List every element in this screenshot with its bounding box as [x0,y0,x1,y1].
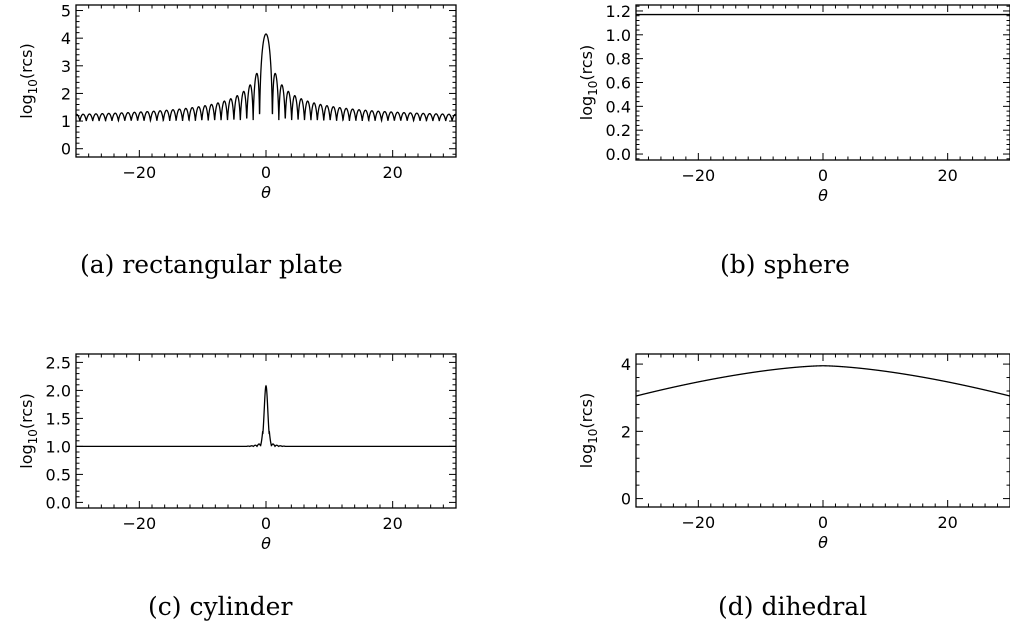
chart-1: −20 0 20 0.0 0.2 0.4 0.6 0.8 1.0 1.2 θ log10(rcs) [577,2,1010,205]
x-tick-label: 0 [818,166,828,185]
y-tick-label: 2.5 [46,353,71,372]
y-axis-label: log10(rcs) [577,393,600,469]
y-tick-label: 4 [621,355,631,374]
chart-3: −20 0 20 0 2 4 θ log10(rcs) [577,353,1010,552]
y-axis-label: log10(rcs) [17,43,40,119]
y-tick-label: 2 [61,84,71,103]
y-tick-label: 0.8 [606,50,631,69]
x-tick-label: 0 [261,163,271,182]
panel-caption: (c) cylinder [148,592,293,621]
y-axis-label: log10(rcs) [17,393,40,469]
y-tick-label: 0.5 [46,465,71,484]
x-axis-label: θ [261,183,271,202]
x-tick-label: −20 [681,166,715,185]
plot-frame [635,4,1010,161]
x-axis-label: θ [261,534,271,553]
x-tick-label: −20 [122,514,156,533]
y-tick-label: 1.5 [46,409,71,428]
panel-caption: (b) sphere [720,250,850,279]
y-tick-label: 5 [61,2,71,21]
series-line [636,365,1010,397]
x-tick-label: 20 [382,514,402,533]
y-tick-label: 0 [61,140,71,159]
x-axis-label: θ [818,186,828,205]
x-tick-label: −20 [681,513,715,532]
y-tick-label: 0.6 [606,74,631,93]
plot-frame [75,4,457,158]
y-tick-label: 0.4 [606,97,631,116]
y-tick-label: 1.0 [46,437,71,456]
series-line [76,384,456,448]
panel-caption: (d) dihedral [718,592,868,621]
y-tick-label: 2.0 [46,381,71,400]
x-tick-label: 20 [937,166,957,185]
x-axis-label: θ [818,533,828,552]
y-tick-label: 0.2 [606,121,631,140]
y-tick-label: 3 [61,57,71,76]
panel-caption: (a) rectangular plate [80,250,343,279]
x-tick-label: 20 [937,513,957,532]
plot-frame [75,353,457,509]
y-tick-label: 1.2 [606,2,631,21]
x-tick-label: 20 [382,163,402,182]
y-tick-label: 0 [621,490,631,509]
chart-0: −20 0 20 0 1 2 3 4 5 θ log10(rcs) [17,2,457,202]
y-tick-label: 0.0 [46,493,71,512]
plot-frame [635,353,1010,508]
y-tick-label: 0.0 [606,145,631,164]
x-tick-label: −20 [122,163,156,182]
x-tick-label: 0 [261,514,271,533]
y-tick-label: 1.0 [606,26,631,45]
x-tick-label: 0 [818,513,828,532]
chart-2: −20 0 20 0.0 0.5 1.0 1.5 2.0 2.5 θ log10(rcs) [17,353,457,553]
y-tick-label: 2 [621,422,631,441]
y-axis-label: log10(rcs) [577,45,600,121]
y-tick-label: 1 [61,112,71,131]
series-line [76,33,456,124]
y-tick-label: 4 [61,29,71,48]
